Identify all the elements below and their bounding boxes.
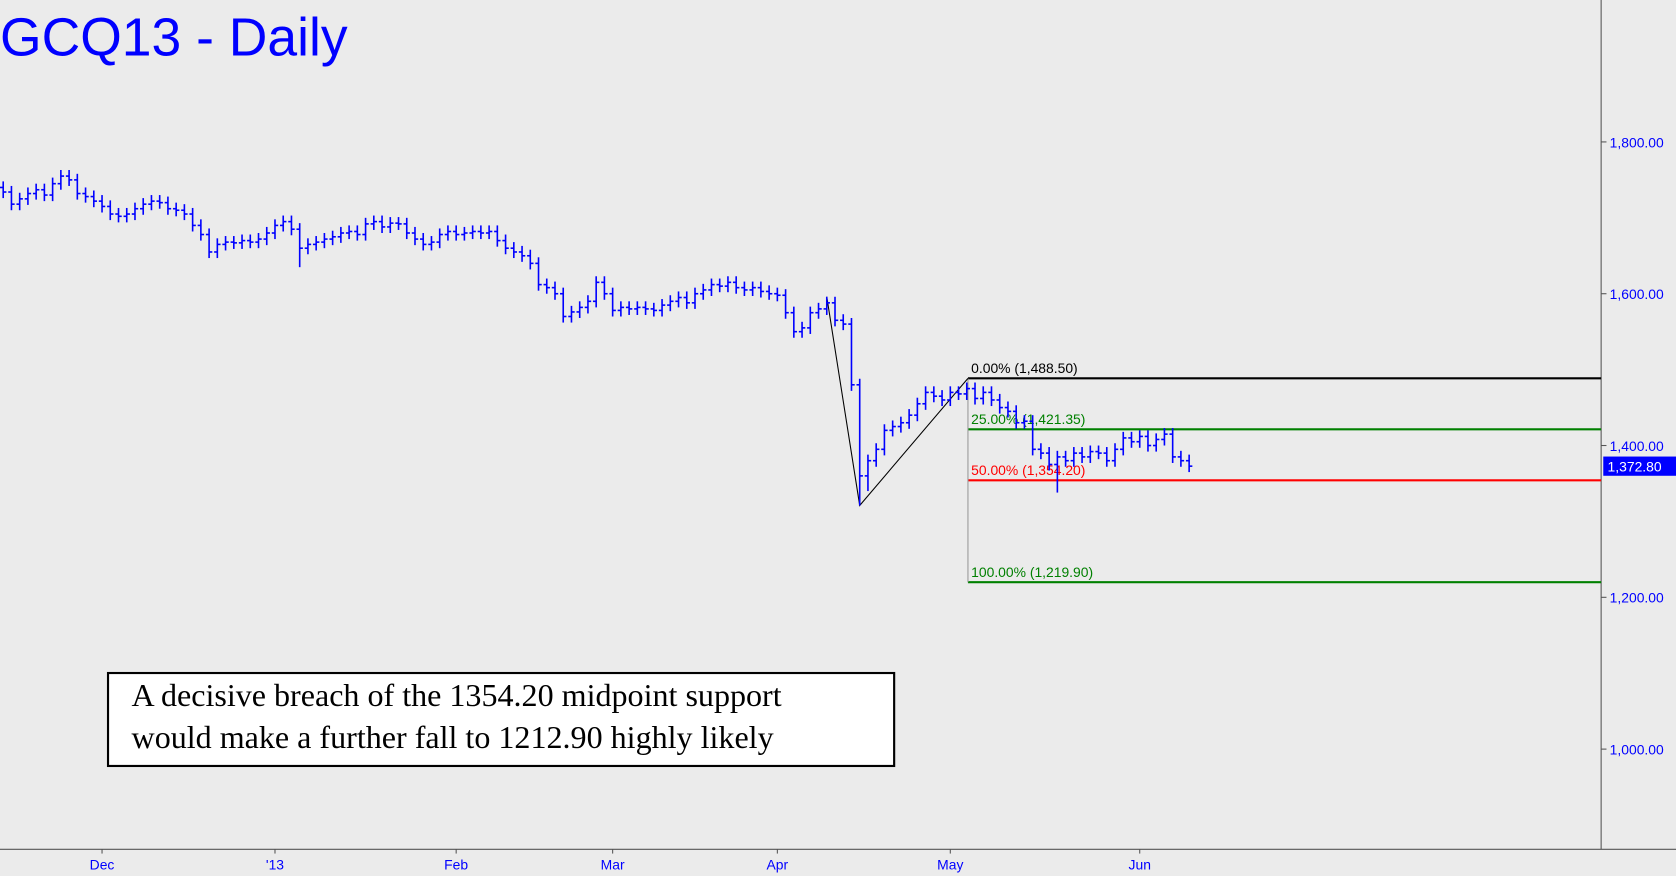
x-tick-label: Apr bbox=[767, 857, 789, 873]
y-tick-label: 1,800.00 bbox=[1610, 134, 1664, 150]
x-tick-label: Jun bbox=[1129, 857, 1151, 873]
x-tick-label: Feb bbox=[444, 857, 468, 873]
x-tick-label: Mar bbox=[601, 857, 625, 873]
fib-label: 0.00% (1,488.50) bbox=[971, 360, 1078, 376]
chart-title: GCQ13 - Daily bbox=[0, 9, 348, 68]
x-tick-label: Dec bbox=[90, 857, 115, 873]
fib-label: 25.00% (1,421.35) bbox=[971, 411, 1085, 427]
last-price-box bbox=[1603, 456, 1676, 476]
y-tick-label: 1,400.00 bbox=[1610, 438, 1664, 454]
annotation-box bbox=[106, 671, 896, 768]
y-tick-label: 1,200.00 bbox=[1610, 590, 1664, 606]
fib-label: 50.00% (1,354.20) bbox=[971, 462, 1085, 478]
annotation-line: A decisive breach of the 1354.20 midpoin… bbox=[132, 677, 782, 713]
y-tick-label: 1,600.00 bbox=[1610, 286, 1664, 302]
last-price-label: 1,372.80 bbox=[1608, 459, 1662, 475]
y-tick-label: 1,000.00 bbox=[1610, 741, 1664, 757]
fib-label: 100.00% (1,219.90) bbox=[971, 564, 1093, 580]
annotation-line: would make a further fall to 1212.90 hig… bbox=[132, 719, 774, 755]
x-tick-label: May bbox=[937, 857, 963, 873]
x-tick-label: '13 bbox=[266, 857, 284, 873]
